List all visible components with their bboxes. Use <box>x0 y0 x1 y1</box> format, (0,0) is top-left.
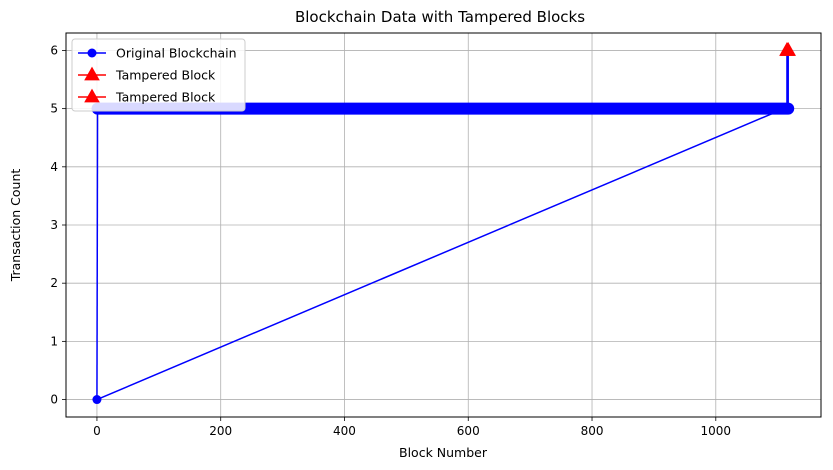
x-tick-label: 600 <box>457 424 480 438</box>
legend-label: Tampered Block <box>115 90 216 105</box>
legend-label: Original Blockchain <box>116 46 237 61</box>
chart-title: Blockchain Data with Tampered Blocks <box>295 8 585 26</box>
legend: Original Blockchain Tampered Block Tampere… <box>71 38 246 112</box>
y-tick-label: 6 <box>50 43 58 57</box>
y-tick-label: 1 <box>50 334 58 348</box>
x-tick-label: 1000 <box>701 424 732 438</box>
x-axis-label: Block Number <box>399 445 488 460</box>
x-tick-label: 200 <box>209 424 232 438</box>
y-axis-label: Transaction Count <box>8 169 23 283</box>
series-line-vertical <box>96 108 99 400</box>
series-point <box>92 395 102 405</box>
legend-marker <box>87 48 97 58</box>
y-tick-label: 3 <box>50 218 58 232</box>
series-point <box>782 103 794 115</box>
legend-marker <box>84 66 100 81</box>
tampered-point <box>780 42 797 56</box>
series-line-diagonal <box>96 107 785 401</box>
y-tick-label: 5 <box>50 102 58 116</box>
legend-box <box>71 38 246 112</box>
x-tick-label: 800 <box>581 424 604 438</box>
y-tick-label: 0 <box>50 393 58 407</box>
axis-ticks: 0 200 400 600 800 1000 0 1 2 3 4 5 6 <box>50 43 731 438</box>
x-tick-label: 0 <box>93 424 101 438</box>
legend-marker <box>84 88 100 103</box>
y-tick-label: 4 <box>50 160 58 174</box>
legend-label: Tampered Block <box>115 68 216 83</box>
x-tick-label: 400 <box>333 424 356 438</box>
y-tick-label: 2 <box>50 276 58 290</box>
